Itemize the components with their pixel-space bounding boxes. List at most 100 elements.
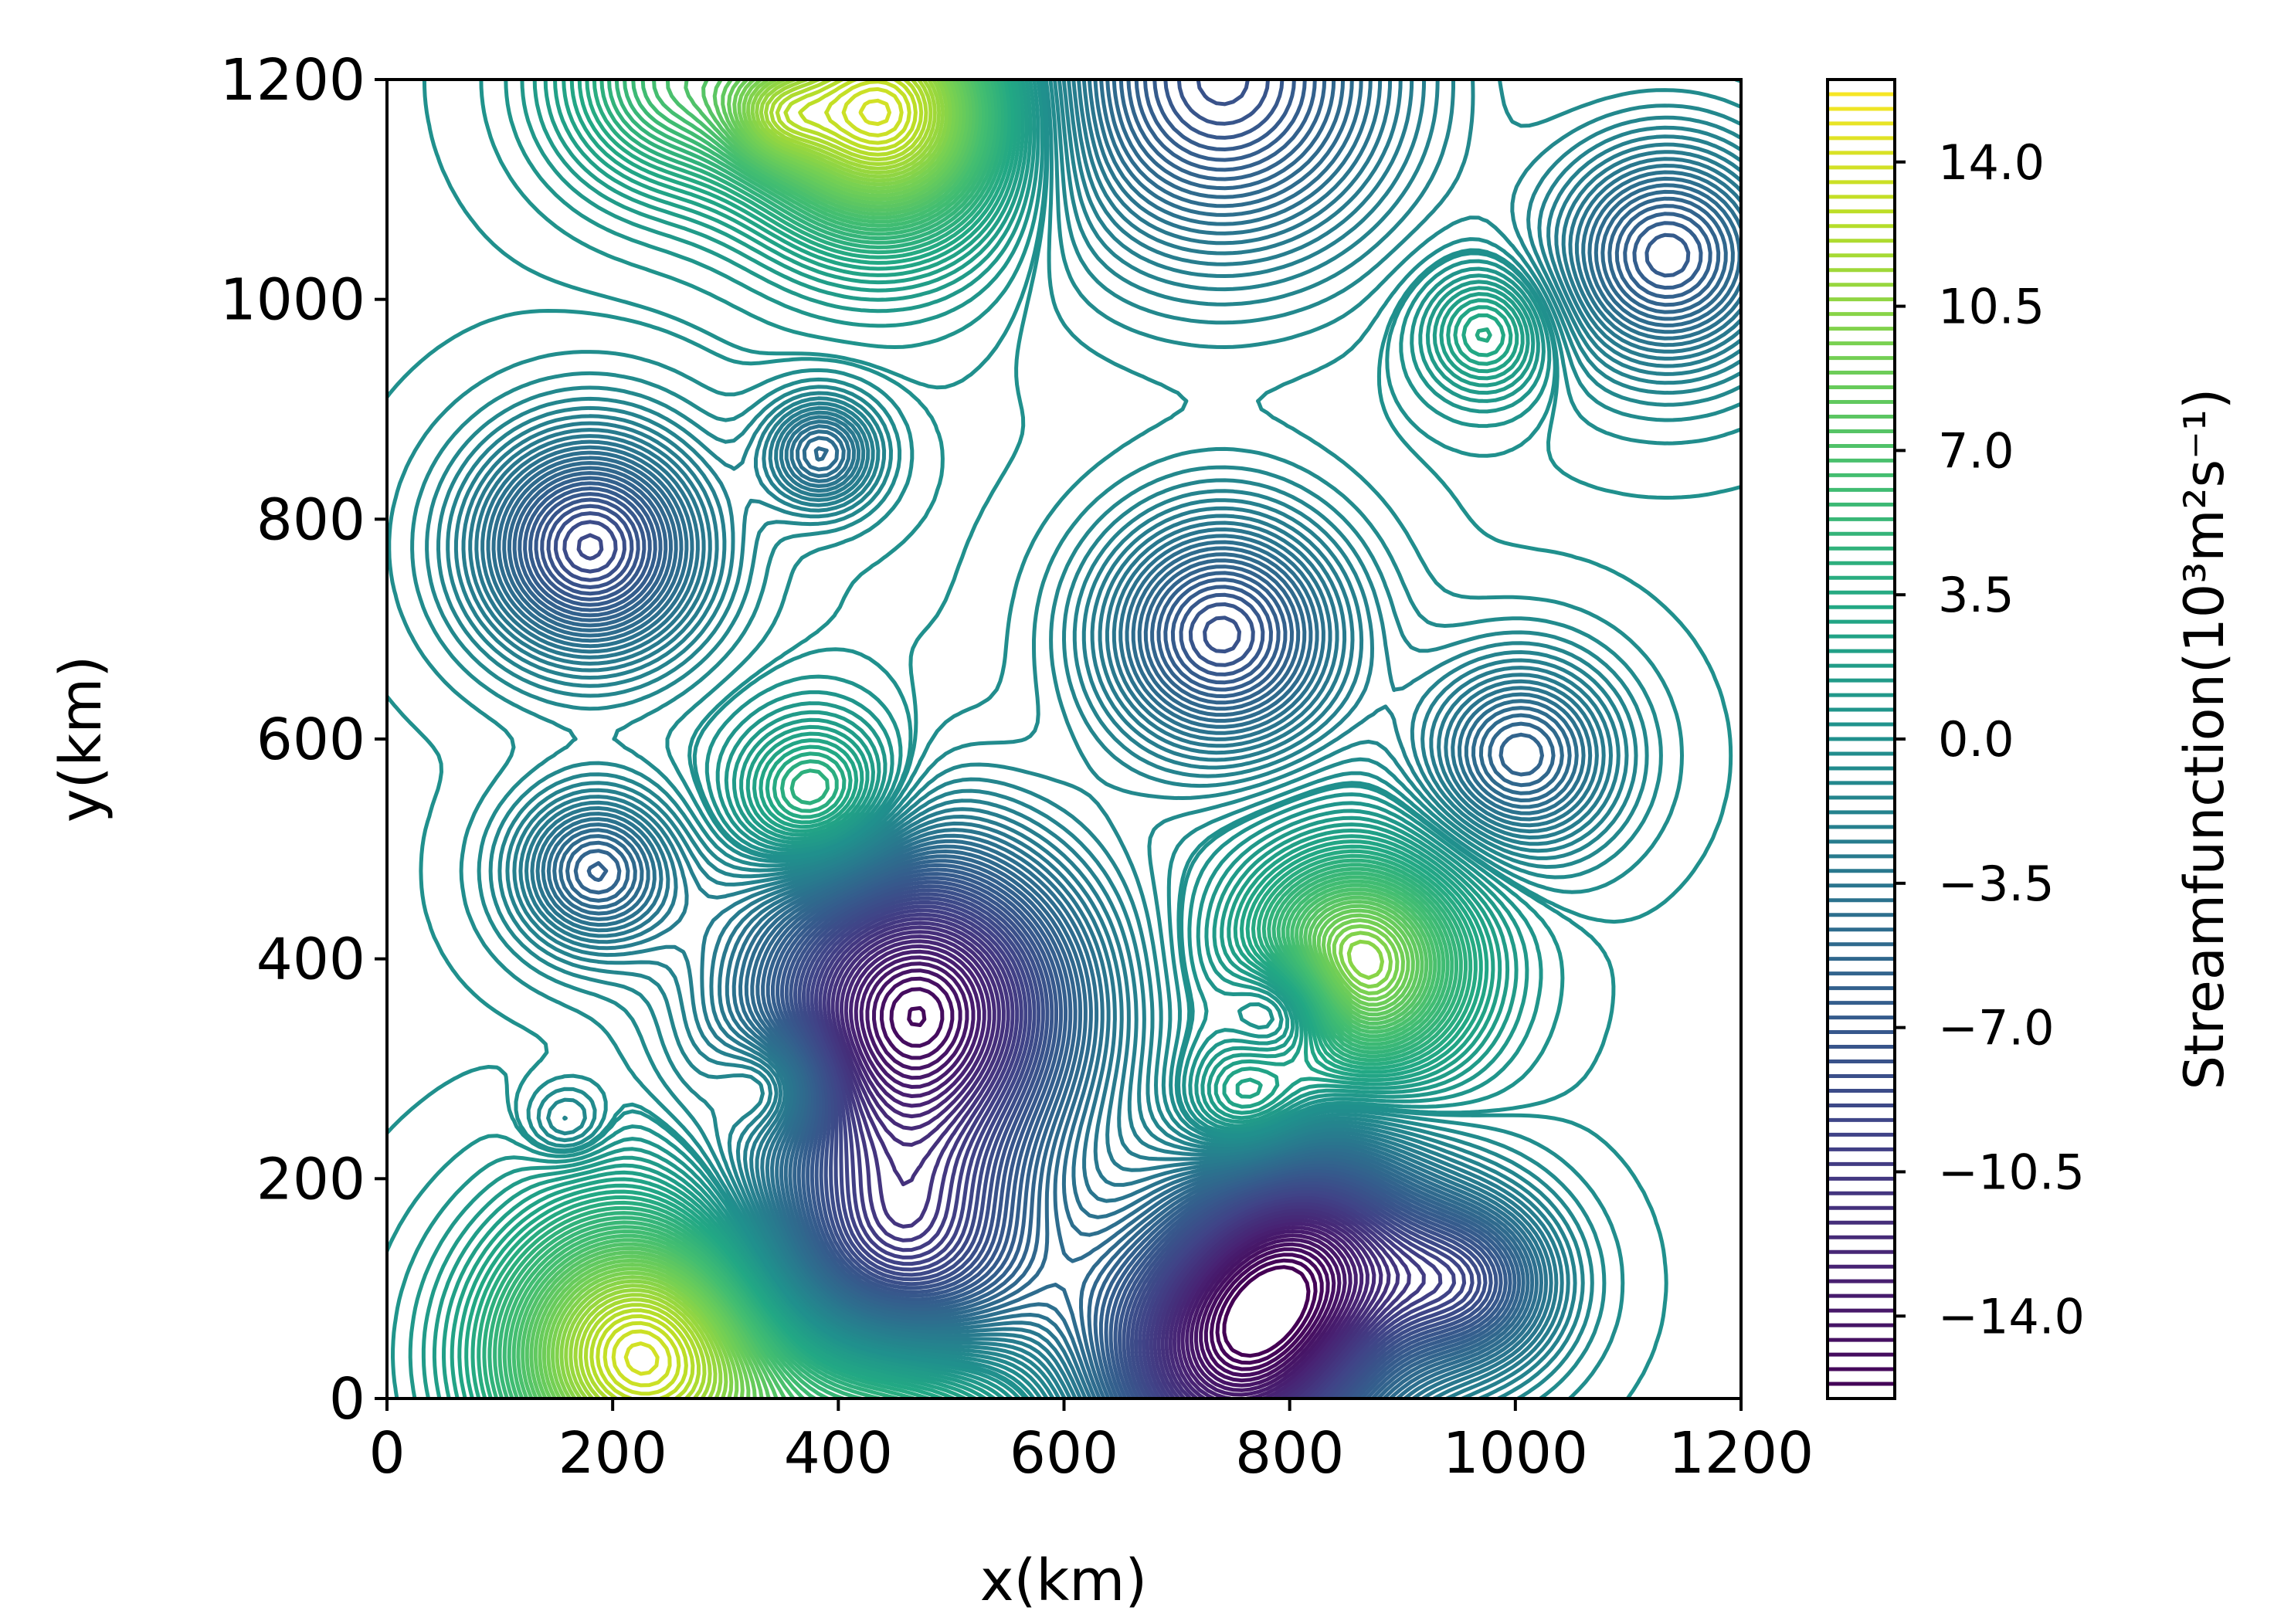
x-tick-label: 0 — [368, 1420, 405, 1487]
contour-line — [507, 80, 1728, 1399]
y-tick-label: 0 — [329, 1366, 365, 1432]
y-tick-label: 800 — [256, 487, 365, 553]
contour-line — [907, 1005, 1324, 1371]
colorbar-tick-label: −7.0 — [1938, 1000, 2055, 1056]
contour-line — [497, 80, 1741, 1399]
contour-line — [813, 908, 1443, 1399]
contour-line — [493, 80, 1458, 1399]
contour-line — [480, 80, 1741, 1399]
contour-line — [516, 80, 1437, 1399]
contour-line — [579, 80, 933, 1399]
colorbar-tick-label: −14.0 — [1938, 1288, 2085, 1344]
x-tick-label: 400 — [784, 1420, 893, 1487]
x-tick-label: 1000 — [1443, 1420, 1588, 1487]
contour-line — [491, 80, 1741, 1399]
contour-line — [583, 80, 928, 1399]
contour-line — [482, 80, 1468, 1399]
contour-line — [521, 80, 1433, 1399]
contour-line — [596, 80, 918, 1399]
contour-line — [546, 80, 1493, 1399]
contour-line — [502, 80, 1735, 1399]
contour-line — [461, 80, 1741, 1399]
contour-line — [1215, 1258, 1318, 1365]
contour-line — [410, 80, 1741, 1399]
contour-line — [559, 80, 1384, 1399]
contour-line — [487, 80, 1463, 1399]
contour-line — [540, 80, 1498, 1399]
contour-line — [534, 80, 1503, 1399]
contour-line — [835, 930, 1383, 1399]
contour-line — [408, 80, 1540, 1399]
contour-line — [523, 80, 1703, 1399]
y-axis-label: y(km) — [48, 656, 114, 822]
contour-line — [528, 80, 1691, 1399]
contour-line — [826, 920, 1400, 1399]
colorbar-ticks: −14.0 −10.5 −7.0 −3.5 0.0 3.5 7.0 10.5 14.0 — [1895, 134, 2085, 1344]
contour-line — [555, 80, 1393, 1399]
contour-line — [546, 80, 1405, 1399]
contour-line — [872, 968, 1342, 1388]
contour-line — [879, 976, 1336, 1383]
y-tick-label: 1000 — [220, 267, 365, 334]
colorbar-tick-label: 3.5 — [1938, 567, 2014, 623]
contour-line — [524, 80, 1429, 1399]
contour-line — [568, 80, 942, 1399]
y-axis-ticks: 0 200 400 600 800 1000 1200 — [220, 47, 387, 1432]
contour-line — [425, 80, 1741, 1399]
colorbar-lines — [1829, 92, 1893, 1386]
contour-line — [822, 917, 1411, 1399]
contour-line — [1222, 1265, 1311, 1358]
y-tick-label: 600 — [256, 707, 365, 773]
contour-line — [507, 80, 1446, 1399]
contour-line — [387, 80, 1741, 1399]
contour-line — [854, 949, 1358, 1399]
contour-line — [818, 912, 1426, 1399]
contour-line — [889, 987, 1330, 1378]
contour-line — [839, 934, 1376, 1399]
x-axis-label: x(km) — [980, 1548, 1147, 1614]
contour-line — [806, 900, 1467, 1399]
contour-line — [623, 98, 891, 1376]
contour-line — [518, 80, 1712, 1399]
contour-line — [436, 80, 1741, 1399]
contour-line — [497, 80, 1454, 1399]
contour-line — [486, 80, 1741, 1399]
contour-line — [511, 80, 1441, 1399]
colorbar-tick-label: 0.0 — [1938, 711, 2014, 768]
contour-line — [442, 80, 1525, 1399]
contour-line — [533, 80, 1420, 1399]
contour-line — [387, 80, 1565, 1399]
contour-line — [450, 80, 1519, 1399]
colorbar-tick-label: −10.5 — [1938, 1144, 2085, 1200]
contour-line — [859, 955, 1353, 1397]
y-tick-label: 400 — [256, 927, 365, 993]
contour-line — [865, 961, 1347, 1392]
contour-line — [512, 80, 1721, 1399]
x-tick-label: 1200 — [1668, 1420, 1814, 1487]
contour-line — [562, 520, 1481, 1399]
colorbar-tick-label: −3.5 — [1938, 856, 2055, 912]
x-tick-label: 200 — [558, 1420, 667, 1487]
x-tick-label: 800 — [1235, 1420, 1344, 1487]
contour-line — [573, 80, 937, 1399]
contour-line — [421, 80, 1536, 1399]
contour-line — [564, 80, 945, 1399]
x-axis-ticks: 0 200 400 600 800 1000 1200 — [368, 1399, 1814, 1487]
contour-line — [589, 80, 924, 1399]
contour-line — [474, 80, 1741, 1399]
contour-line — [576, 533, 1475, 1399]
contour-line — [611, 86, 904, 1388]
contour-line — [541, 80, 1410, 1399]
contour-line — [602, 80, 911, 1396]
x-tick-label: 600 — [1010, 1420, 1118, 1487]
contour-line — [387, 80, 1741, 1399]
contour-line — [391, 80, 1546, 1399]
contour-line — [464, 80, 1505, 1399]
contour-lines — [387, 80, 1741, 1399]
contour-line — [551, 80, 1400, 1399]
contour-line — [830, 925, 1391, 1399]
contour-line — [453, 80, 1741, 1399]
colorbar-tick-label: 14.0 — [1938, 134, 2045, 191]
colorbar-tick-label: 7.0 — [1938, 422, 2014, 479]
